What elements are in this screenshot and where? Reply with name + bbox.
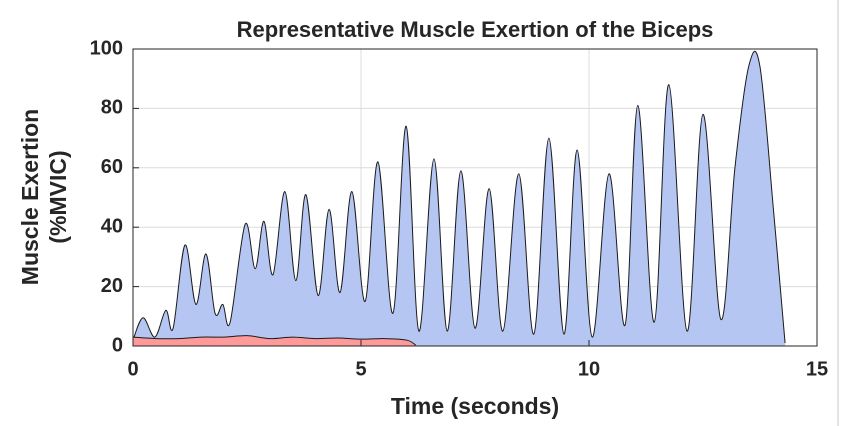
area (133, 335, 416, 346)
x-tick-label: 5 (355, 358, 366, 380)
y-tick-label: 20 (101, 275, 123, 297)
area (133, 51, 786, 346)
y-tick-label: 80 (101, 97, 123, 119)
x-tick-label: 15 (806, 358, 828, 380)
chart-title: Representative Muscle Exertion of the Bi… (237, 17, 714, 42)
y-tick-label: 100 (90, 37, 123, 59)
x-axis-label: Time (seconds) (391, 393, 559, 419)
y-axis-label: Muscle Exertion (17, 109, 43, 285)
area-outline (132, 335, 416, 346)
area-outline (132, 50, 786, 344)
y-tick-label: 0 (112, 334, 123, 356)
labels: 0 20 40 60 80 100 0 5 10 15 (90, 37, 829, 380)
y-tick-label: 60 (101, 156, 123, 178)
x-tick-label: 10 (578, 358, 600, 380)
areas (132, 50, 786, 346)
plot-frame (132, 48, 818, 347)
y-axis-label: (%MVIC) (45, 150, 71, 243)
y-tick-label: 40 (101, 215, 123, 237)
x-tick-label: 0 (127, 358, 138, 380)
